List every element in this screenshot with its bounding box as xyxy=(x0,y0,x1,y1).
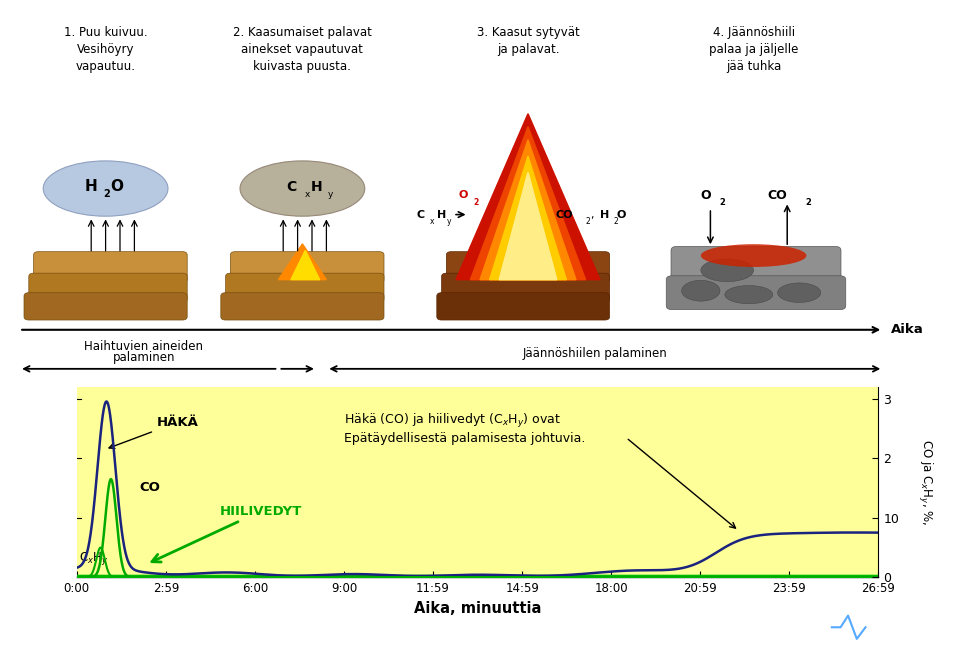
FancyBboxPatch shape xyxy=(446,252,610,283)
FancyBboxPatch shape xyxy=(24,293,187,320)
Text: CO: CO xyxy=(768,188,787,201)
Text: C$_x$H$_y$: C$_x$H$_y$ xyxy=(79,550,108,567)
Text: ,: , xyxy=(590,210,594,219)
Text: y: y xyxy=(447,217,451,226)
Text: Haihtuvien aineiden: Haihtuvien aineiden xyxy=(84,340,204,353)
Ellipse shape xyxy=(682,281,720,301)
FancyBboxPatch shape xyxy=(671,246,841,287)
Text: O: O xyxy=(616,210,626,219)
FancyBboxPatch shape xyxy=(29,273,187,303)
Text: O: O xyxy=(458,190,468,200)
FancyBboxPatch shape xyxy=(226,273,384,303)
Text: Lähde: Tekesin Tulisija-teknologiaohjelma: Lähde: Tekesin Tulisija-teknologiaohjelm… xyxy=(12,615,228,626)
FancyBboxPatch shape xyxy=(230,252,384,283)
Ellipse shape xyxy=(701,244,806,267)
Text: HÄKÄ: HÄKÄ xyxy=(109,415,199,448)
Text: H: H xyxy=(311,179,323,193)
Ellipse shape xyxy=(43,161,168,216)
Polygon shape xyxy=(490,156,566,280)
Text: y: y xyxy=(327,190,333,199)
Text: 2: 2 xyxy=(805,199,811,207)
Text: CO: CO xyxy=(139,481,160,494)
Ellipse shape xyxy=(701,259,754,282)
Text: 2: 2 xyxy=(104,190,110,199)
Ellipse shape xyxy=(240,161,365,216)
Text: Häkä (CO) ja hiilivedyt (C$_x$H$_y$) ovat
Epätäydellisestä palamisesta johtuvia.: Häkä (CO) ja hiilivedyt (C$_x$H$_y$) ova… xyxy=(344,412,586,445)
Text: CO: CO xyxy=(556,210,573,219)
Text: VTT: VTT xyxy=(878,620,914,638)
Ellipse shape xyxy=(725,286,773,304)
Text: x: x xyxy=(304,190,310,199)
Text: HIILIVEDYT: HIILIVEDYT xyxy=(152,505,301,562)
Text: 2. Kaasumaiset palavat
ainekset vapautuvat
kuivasta puusta.: 2. Kaasumaiset palavat ainekset vapautuv… xyxy=(233,26,372,73)
Text: H: H xyxy=(600,210,610,219)
Polygon shape xyxy=(499,172,557,280)
FancyBboxPatch shape xyxy=(437,293,610,320)
FancyBboxPatch shape xyxy=(442,273,610,303)
Text: C: C xyxy=(417,210,424,219)
Text: 2: 2 xyxy=(586,217,589,226)
FancyBboxPatch shape xyxy=(666,276,846,310)
Text: O: O xyxy=(110,179,124,194)
Text: O: O xyxy=(700,188,711,201)
Ellipse shape xyxy=(778,283,821,303)
Polygon shape xyxy=(480,140,576,280)
FancyBboxPatch shape xyxy=(34,252,187,283)
Text: Jäännöshiilen palaminen: Jäännöshiilen palaminen xyxy=(523,347,667,360)
Text: 2: 2 xyxy=(750,622,757,635)
Text: Aika: Aika xyxy=(891,323,924,336)
Text: 2: 2 xyxy=(719,199,725,207)
Text: palaminen: palaminen xyxy=(112,352,176,364)
Text: x: x xyxy=(430,217,434,226)
Text: H: H xyxy=(84,179,98,194)
Y-axis label: CO ja C$_x$H$_y$, %,: CO ja C$_x$H$_y$, %, xyxy=(916,439,934,525)
FancyBboxPatch shape xyxy=(221,293,384,320)
Polygon shape xyxy=(456,114,600,280)
Polygon shape xyxy=(278,244,326,280)
Text: 4. Jäännöshiili
palaa ja jäljelle
jää tuhka: 4. Jäännöshiili palaa ja jäljelle jää tu… xyxy=(708,26,799,73)
Text: 3. Kaasut sytyvät
ja palavat.: 3. Kaasut sytyvät ja palavat. xyxy=(476,26,580,56)
Polygon shape xyxy=(470,126,586,280)
X-axis label: Aika, minuuttia: Aika, minuuttia xyxy=(414,600,541,616)
Text: 1. Puu kuivuu.
Vesihöyry
vapautuu.: 1. Puu kuivuu. Vesihöyry vapautuu. xyxy=(63,26,148,73)
Polygon shape xyxy=(291,250,320,280)
Text: 2: 2 xyxy=(473,198,479,206)
Text: H: H xyxy=(437,210,446,219)
Text: 2: 2 xyxy=(614,217,618,226)
Text: C: C xyxy=(286,179,296,193)
